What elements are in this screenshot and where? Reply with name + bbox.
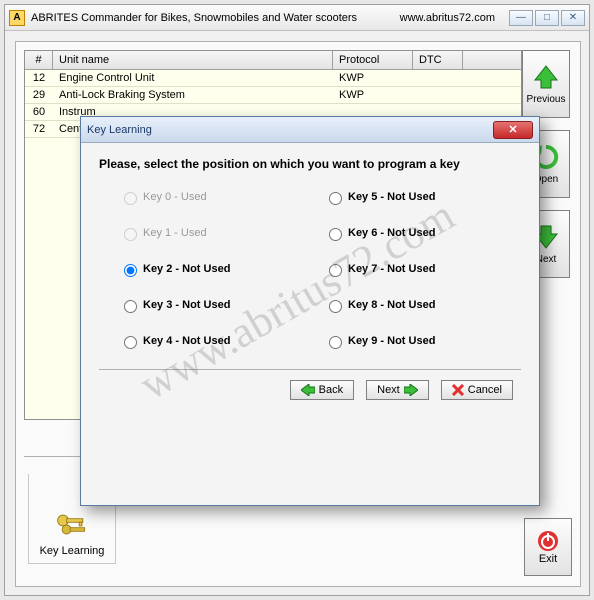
keys-icon	[54, 511, 90, 539]
key-radio-item[interactable]: Key 7 - Not Used	[324, 261, 501, 277]
key-radio-grid: Key 0 - Used Key 5 - Not Used Key 1 - Used…	[119, 189, 501, 349]
key-radio-item: Key 1 - Used	[119, 225, 296, 241]
dialog-next-button[interactable]: Next	[366, 380, 429, 400]
close-button[interactable]: ✕	[561, 10, 585, 26]
dialog-separator	[99, 369, 521, 370]
exit-button[interactable]: Exit	[524, 518, 572, 576]
col-dtc[interactable]: DTC	[413, 51, 463, 69]
dialog-next-label: Next	[377, 384, 400, 396]
dialog-close-button[interactable]: ✕	[493, 121, 533, 139]
table-header: # Unit name Protocol DTC	[25, 51, 521, 70]
key-radio-item[interactable]: Key 3 - Not Used	[119, 297, 296, 313]
dialog-heading: Please, select the position on which you…	[99, 157, 521, 171]
dialog-title: Key Learning	[87, 124, 493, 136]
window-url: www.abritus72.com	[400, 12, 495, 24]
key-learning-label: Key Learning	[40, 545, 105, 557]
col-num[interactable]: #	[25, 51, 53, 69]
dialog-buttons: Back Next Cancel	[99, 380, 521, 400]
key-radio-item[interactable]: Key 8 - Not Used	[324, 297, 501, 313]
app-icon: A	[9, 10, 25, 26]
key-radio-item[interactable]: Key 6 - Not Used	[324, 225, 501, 241]
dialog-body: Please, select the position on which you…	[81, 143, 539, 414]
key-radio-item: Key 0 - Used	[119, 189, 296, 205]
col-proto[interactable]: Protocol	[333, 51, 413, 69]
titlebar: A ABRITES Commander for Bikes, Snowmobil…	[5, 5, 589, 31]
minimize-button[interactable]: —	[509, 10, 533, 26]
previous-button[interactable]: Previous	[522, 50, 570, 118]
key-radio-item[interactable]: Key 9 - Not Used	[324, 333, 501, 349]
power-icon	[536, 529, 560, 553]
cancel-button[interactable]: Cancel	[441, 380, 513, 400]
key-learning-dialog: Key Learning ✕ Please, select the positi…	[80, 116, 540, 506]
arrow-up-icon	[533, 64, 559, 90]
maximize-button[interactable]: □	[535, 10, 559, 26]
key-radio-item[interactable]: Key 5 - Not Used	[324, 189, 501, 205]
arrow-left-icon	[301, 384, 315, 396]
window-title: ABRITES Commander for Bikes, Snowmobiles…	[31, 12, 400, 24]
table-row[interactable]: 29Anti-Lock Braking SystemKWP	[25, 87, 521, 104]
key-radio-item[interactable]: Key 4 - Not Used	[119, 333, 296, 349]
previous-label: Previous	[527, 94, 566, 105]
key-radio-item[interactable]: Key 2 - Not Used	[119, 261, 296, 277]
col-name[interactable]: Unit name	[53, 51, 333, 69]
cancel-label: Cancel	[468, 384, 502, 396]
arrow-right-icon	[404, 384, 418, 396]
dialog-titlebar: Key Learning ✕	[81, 117, 539, 143]
cancel-icon	[452, 384, 464, 396]
back-button[interactable]: Back	[290, 380, 354, 400]
exit-label: Exit	[539, 553, 557, 565]
back-label: Back	[319, 384, 343, 396]
table-row[interactable]: 12Engine Control UnitKWP	[25, 70, 521, 87]
